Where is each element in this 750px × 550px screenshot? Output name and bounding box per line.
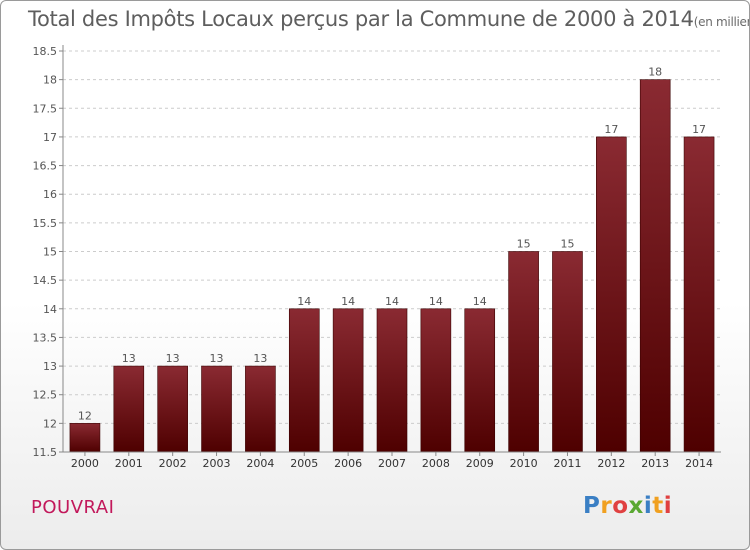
bar-value-label: 17: [692, 123, 706, 136]
x-tick-label: 2011: [553, 457, 581, 470]
y-tick-label: 18: [43, 74, 57, 87]
bar-value-label: 17: [604, 123, 618, 136]
bar-value-label: 14: [429, 295, 443, 308]
x-tick-label: 2009: [466, 457, 494, 470]
bar-value-label: 14: [297, 295, 311, 308]
y-tick-label: 11.5: [33, 446, 58, 459]
logo-letter: i: [663, 493, 673, 519]
bar: [113, 365, 145, 453]
y-tick-label: 14.5: [33, 274, 58, 287]
bar: [508, 251, 539, 453]
x-tick-label: 2014: [685, 457, 713, 470]
bar-value-label: 14: [385, 295, 399, 308]
y-tick-label: 12: [43, 417, 57, 430]
y-tick-label: 17.5: [33, 102, 58, 115]
logo-letter: r: [600, 493, 613, 519]
bar-value-label: 18: [648, 66, 662, 79]
x-tick-label: 2005: [290, 457, 318, 470]
y-tick-label: 18.5: [33, 45, 58, 58]
x-tick-label: 2006: [334, 457, 362, 470]
bar: [332, 308, 364, 453]
y-axis: 11.5 12 12.5 13 13.5 14 14.5 15 15.5 16 16.5 17 17.5…: [33, 45, 64, 459]
x-tick-label: 2007: [378, 457, 406, 470]
x-tick-label: 2010: [510, 457, 538, 470]
proxiti-logo[interactable]: Proxiti: [583, 493, 672, 519]
chart-unit: (en milliers d'€): [693, 15, 749, 29]
bar-value-label: 14: [341, 295, 355, 308]
bar-value-label: 13: [253, 352, 267, 365]
bar: [69, 423, 101, 453]
y-tick-label: 13: [43, 360, 57, 373]
x-tick-label: 2008: [422, 457, 450, 470]
y-tick-label: 13.5: [33, 331, 58, 344]
x-tick-label: 2012: [597, 457, 625, 470]
y-tick-label: 15: [43, 246, 57, 259]
x-tick-label: 2013: [641, 457, 669, 470]
bar-chart: 11.5 12 12.5 13 13.5 14 14.5 15 15.5 16 16.5 17 17.5…: [33, 45, 721, 470]
logo-letter: o: [612, 493, 629, 519]
x-tick-label: 2004: [246, 457, 274, 470]
bars: 12 13 13 13 13 14 14 14 14 14 15 15 17 18 17: [69, 66, 715, 453]
chart-title-text: Total des Impôts Locaux perçus par la Co…: [28, 7, 694, 31]
y-tick-label: 16: [43, 188, 57, 201]
logo-letter: x: [628, 493, 644, 519]
bar-value-label: 13: [210, 352, 224, 365]
bar: [596, 136, 627, 453]
bar: [157, 365, 188, 453]
bar-value-label: 14: [473, 295, 487, 308]
bar: [376, 308, 408, 453]
bar: [201, 365, 232, 453]
y-tick-label: 15.5: [33, 217, 58, 230]
y-tick-label: 16.5: [33, 160, 58, 173]
bar-value-label: 15: [560, 238, 574, 251]
bar: [639, 79, 671, 453]
x-tick-label: 2001: [115, 457, 143, 470]
y-tick-label: 14: [43, 303, 57, 316]
bar-value-label: 13: [122, 352, 136, 365]
bar: [245, 365, 276, 453]
x-axis: 2000 2001 2002 2003 2004 2005 2006 2007 2008 2009…: [63, 451, 721, 470]
x-tick-label: 2003: [203, 457, 231, 470]
bar: [683, 136, 715, 453]
bar: [464, 308, 496, 453]
commune-name: POUVRAI: [31, 497, 115, 518]
bar-value-label: 12: [78, 409, 92, 422]
logo-letter: t: [652, 493, 664, 519]
logo-letter: P: [583, 493, 601, 519]
bar: [552, 251, 583, 453]
bar: [420, 308, 452, 453]
bar: [288, 308, 320, 453]
bar-value-label: 13: [166, 352, 180, 365]
x-tick-label: 2002: [159, 457, 187, 470]
y-tick-label: 12.5: [33, 389, 58, 402]
chart-title: Total des Impôts Locaux perçus par la Co…: [28, 7, 749, 31]
y-tick-label: 17: [43, 131, 57, 144]
logo-letter: i: [643, 493, 653, 519]
x-tick-label: 2000: [71, 457, 99, 470]
bar-value-label: 15: [517, 238, 531, 251]
